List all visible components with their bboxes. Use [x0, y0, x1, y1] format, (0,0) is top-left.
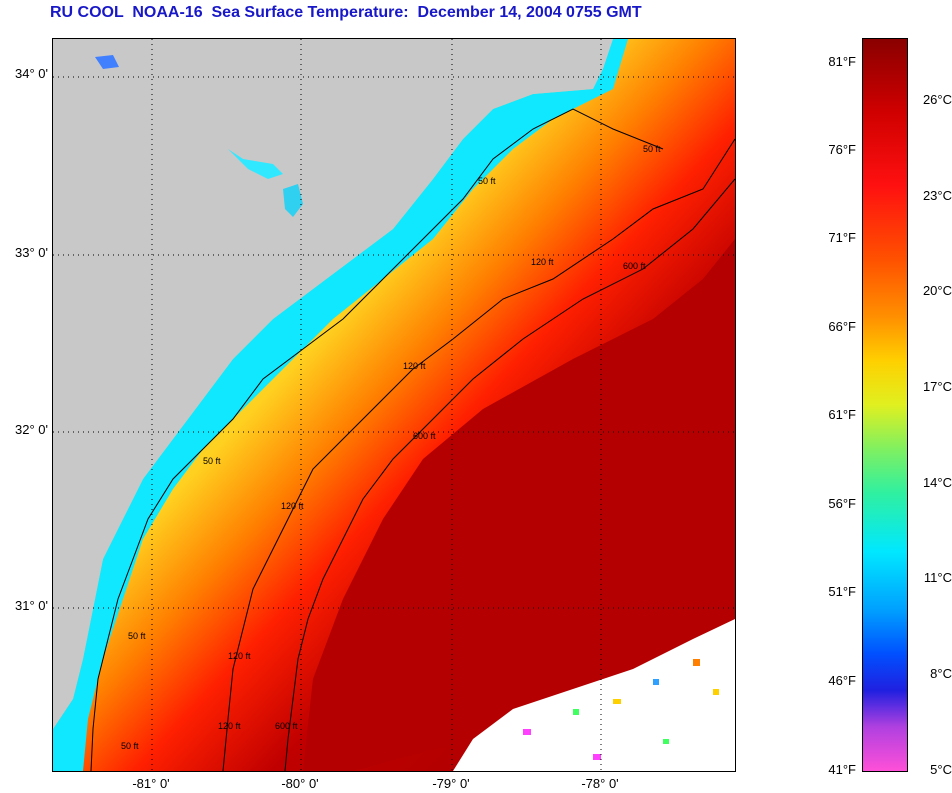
contour-label-50ft: 50 ft — [128, 631, 146, 641]
temperature-colorbar — [862, 38, 908, 772]
contour-50ft — [90, 108, 664, 771]
contour-label-120ft: 120 ft — [403, 361, 426, 371]
colorbar-c-11: 11°C — [923, 570, 952, 585]
contour-label-50ft: 50 ft — [478, 176, 496, 186]
lon-label-79: -79° 0' — [432, 776, 470, 791]
colorbar-c-20: 20°C — [922, 283, 952, 298]
colorbar-f-76: 76°F — [828, 142, 856, 157]
contour-label-120ft: 120 ft — [531, 257, 554, 267]
contour-label-120ft: 120 ft — [218, 721, 241, 731]
lon-label-78: -78° 0' — [581, 776, 619, 791]
lat-label-32: 32° 0' — [15, 422, 48, 437]
contour-label-50ft: 50 ft — [643, 144, 661, 154]
colorbar-f-51: 51°F — [828, 584, 856, 599]
colorbar-f-41: 41°F — [828, 762, 856, 777]
contour-label-50ft: 50 ft — [203, 456, 221, 466]
contour-label-600ft: 600 ft — [623, 261, 646, 271]
colorbar-f-66: 66°F — [828, 319, 856, 334]
land-mass — [53, 39, 613, 729]
contour-label-600ft: 600 ft — [275, 721, 298, 731]
inland-lake-icon — [283, 184, 303, 217]
gulf-stream — [303, 239, 735, 771]
inland-lake-icon — [228, 149, 283, 179]
colorbar-c-17: 17°C — [922, 379, 952, 394]
lat-label-34: 34° 0' — [15, 66, 48, 81]
sst-map[interactable]: 50 ft 50 ft 50 ft 50 ft 50 ft 120 ft 120… — [52, 38, 736, 772]
contour-120ft — [222, 138, 735, 771]
colorbar-f-61: 61°F — [828, 407, 856, 422]
colorbar-c-5: 5°C — [930, 762, 952, 777]
lat-label-31: 31° 0' — [15, 598, 48, 613]
colorbar-f-46: 46°F — [828, 673, 856, 688]
cloud-speckles — [523, 659, 719, 760]
map-title: RU COOL NOAA-16 Sea Surface Temperature:… — [50, 4, 642, 21]
bathymetry-contours — [90, 108, 735, 771]
contour-label-120ft: 120 ft — [228, 651, 251, 661]
colorbar-c-23: 23°C — [922, 188, 952, 203]
colorbar-c-8: 8°C — [930, 666, 952, 681]
inland-lake-icon — [95, 55, 119, 69]
lat-label-33: 33° 0' — [15, 245, 48, 260]
contour-label-600ft: 600 ft — [413, 431, 436, 441]
contour-label-120ft: 120 ft — [281, 501, 304, 511]
colorbar-c-26: 26°C — [922, 92, 952, 107]
contour-600ft — [284, 178, 735, 771]
lon-label-81: -81° 0' — [132, 776, 170, 791]
lon-label-80: -80° 0' — [281, 776, 319, 791]
colorbar-f-81: 81°F — [828, 54, 856, 69]
contour-label-50ft: 50 ft — [121, 741, 139, 751]
colorbar-f-71: 71°F — [828, 230, 856, 245]
colorbar-f-56: 56°F — [828, 496, 856, 511]
sst-map-canvas: 50 ft 50 ft 50 ft 50 ft 50 ft 120 ft 120… — [53, 39, 735, 771]
contour-labels: 50 ft 50 ft 50 ft 50 ft 50 ft 120 ft 120… — [121, 144, 661, 751]
colorbar-c-14: 14°C — [922, 475, 952, 490]
